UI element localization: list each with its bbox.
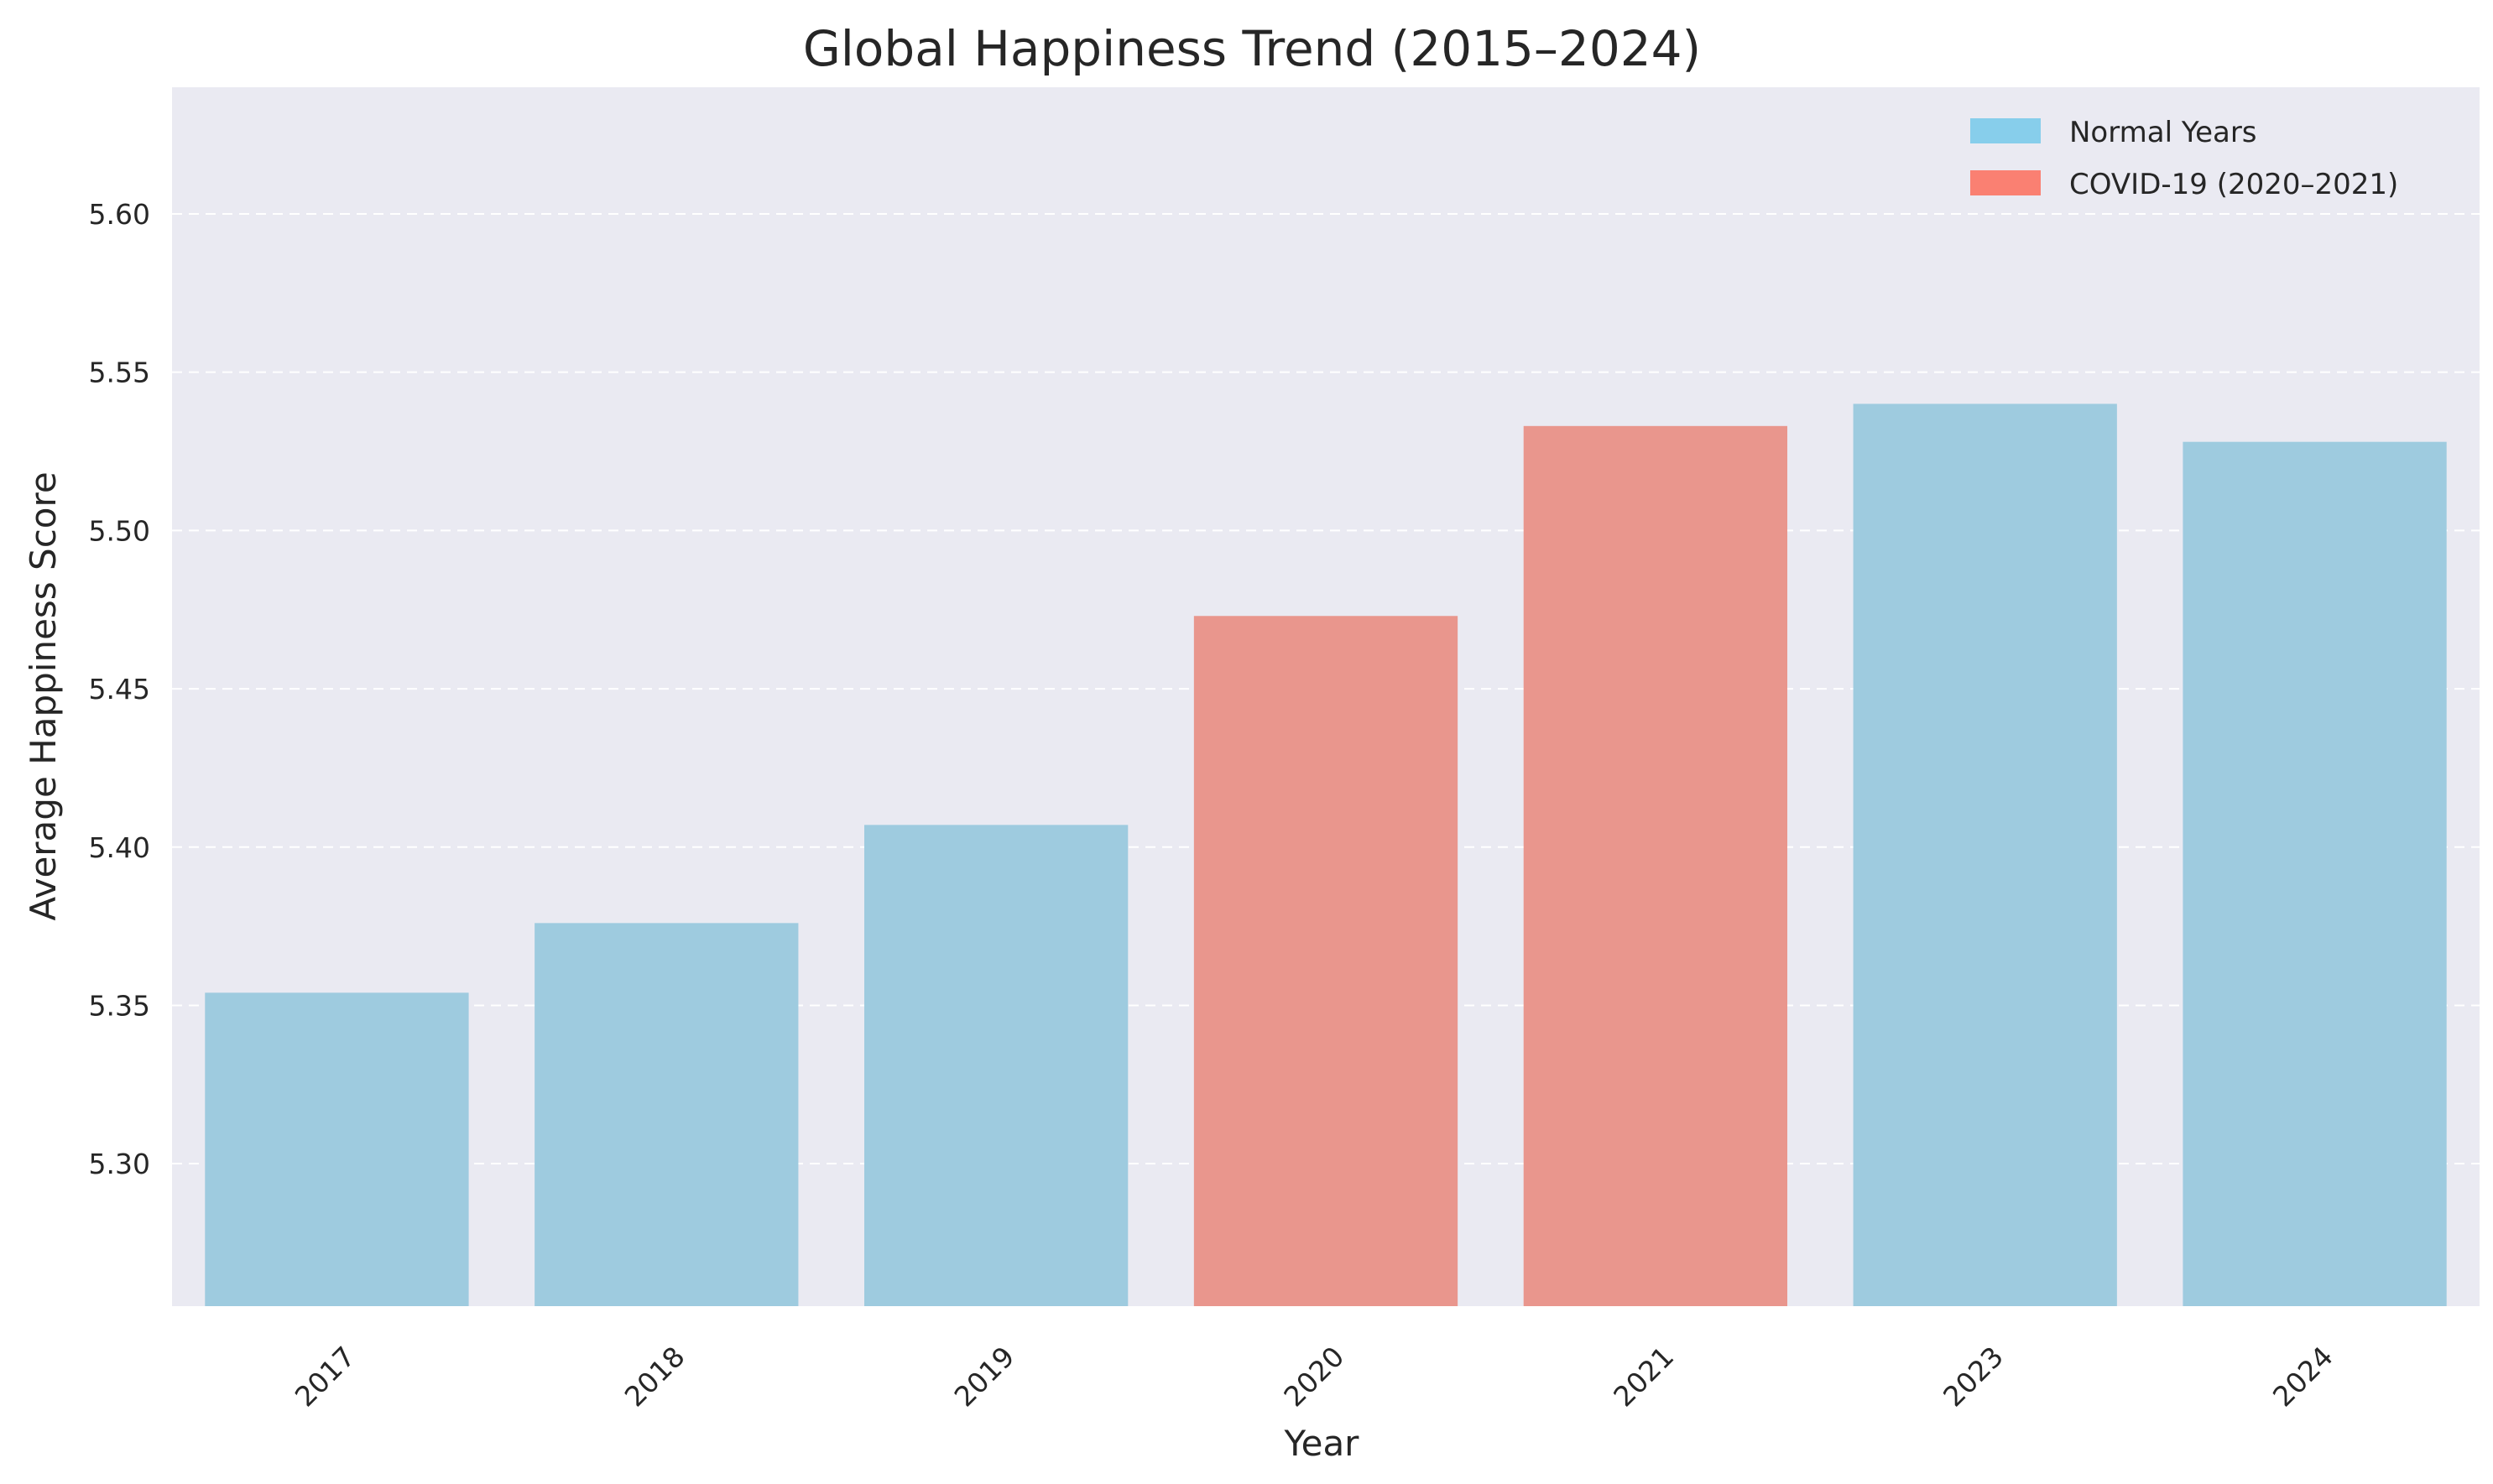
- y-tick-label: 5.55: [89, 357, 150, 389]
- bar-2018: [535, 923, 799, 1306]
- bar-2024: [2183, 441, 2447, 1306]
- y-tick-label: 5.45: [89, 673, 150, 706]
- x-axis-label: Year: [1284, 1423, 1360, 1464]
- bar-2020: [1193, 616, 1458, 1306]
- bar-2023: [1853, 404, 2117, 1306]
- legend: Normal Years COVID-19 (2020–2021): [1970, 116, 2398, 201]
- bar-2017: [205, 992, 469, 1306]
- y-tick-label: 5.30: [89, 1148, 150, 1180]
- bars: [205, 404, 2447, 1306]
- y-tick-label: 5.35: [89, 989, 150, 1022]
- y-axis-label: Average Happiness Score: [23, 471, 64, 920]
- y-tick-label: 5.50: [89, 514, 150, 547]
- y-tick-label: 5.60: [89, 198, 150, 231]
- bar-2021: [1523, 425, 1787, 1306]
- legend-swatch-normal: [1970, 118, 2041, 143]
- y-axis-ticks: 5.30 5.35 5.40 5.45 5.50 5.55 5.60: [89, 198, 150, 1180]
- legend-label-normal: Normal Years: [2069, 116, 2257, 149]
- bar-2019: [864, 825, 1129, 1306]
- chart-title: Global Happiness Trend (2015–2024): [803, 20, 1701, 77]
- legend-label-covid: COVID-19 (2020–2021): [2069, 168, 2398, 201]
- y-tick-label: 5.40: [89, 831, 150, 864]
- legend-swatch-covid: [1970, 170, 2041, 195]
